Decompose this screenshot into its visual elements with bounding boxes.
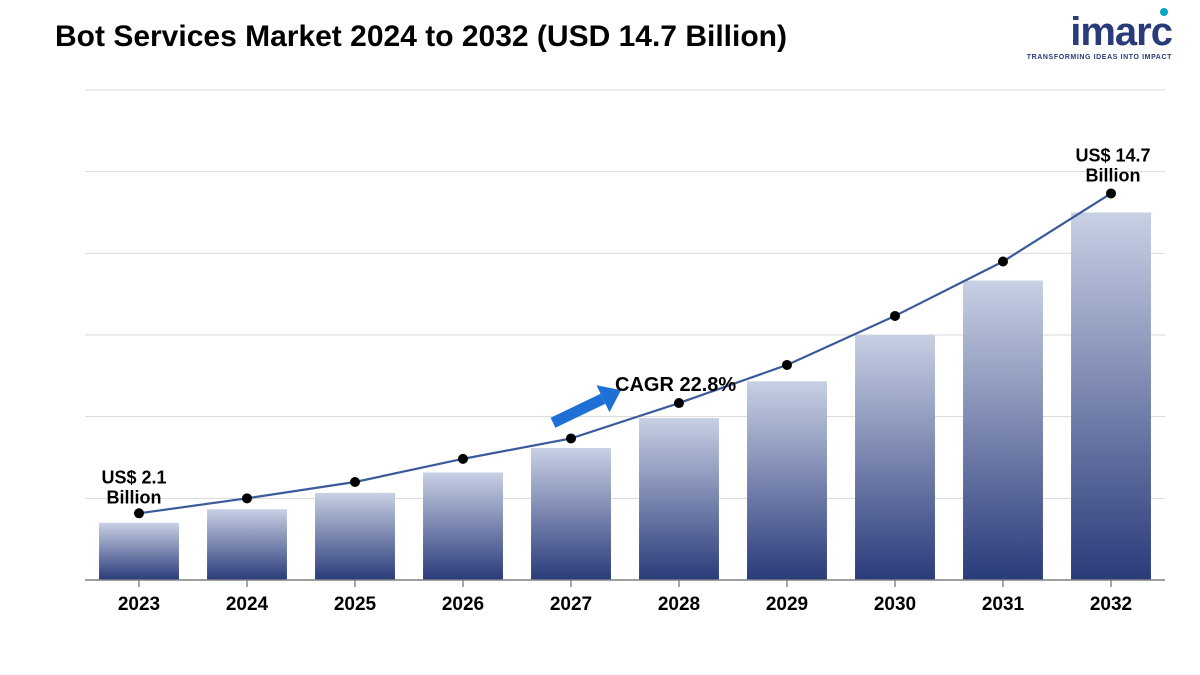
trend-marker (890, 311, 900, 321)
chart: 2023 2024 2025 2026 2027 2028 2029 2030 2031 2032… (55, 80, 1170, 640)
x-axis-label: 2029 (766, 594, 808, 615)
trend-marker (998, 257, 1008, 267)
trend-marker (350, 477, 360, 487)
trend-marker (674, 398, 684, 408)
x-axis-label: 2024 (226, 594, 269, 615)
bar (315, 493, 395, 580)
x-axis-label: 2028 (658, 594, 700, 615)
x-axis-label: 2030 (874, 594, 916, 615)
cagr-label: CAGR 22.8% (615, 374, 736, 396)
trend-marker (458, 454, 468, 464)
bar (855, 335, 935, 580)
end-value-label: Billion (1086, 165, 1141, 185)
chart-svg: 2023 2024 2025 2026 2027 2028 2029 2030 2031 2032… (55, 80, 1170, 640)
logo-tagline: TRANSFORMING IDEAS INTO IMPACT (1027, 54, 1172, 61)
trend-marker (242, 493, 252, 503)
x-axis-label: 2031 (982, 594, 1025, 615)
bar (639, 418, 719, 580)
bar (747, 381, 827, 580)
bar (423, 472, 503, 580)
trend-marker (1106, 188, 1116, 198)
bar (99, 523, 179, 580)
bar (207, 509, 287, 580)
bar (531, 448, 611, 580)
x-axis-label: 2025 (334, 594, 377, 615)
cagr-arrow-icon (553, 399, 603, 423)
start-value-label: Billion (107, 487, 162, 507)
end-value-label: US$ 14.7 (1075, 145, 1150, 165)
brand-logo: imarc TRANSFORMING IDEAS INTO IMPACT (1027, 12, 1172, 61)
trend-marker (782, 360, 792, 370)
x-axis-label: 2027 (550, 594, 592, 615)
trend-marker (134, 508, 144, 518)
chart-title: Bot Services Market 2024 to 2032 (USD 14… (55, 20, 787, 54)
bar (963, 281, 1043, 580)
trend-marker (566, 433, 576, 443)
start-value-label: US$ 2.1 (101, 467, 166, 487)
page: Bot Services Market 2024 to 2032 (USD 14… (0, 0, 1200, 675)
x-axis-label: 2023 (118, 594, 160, 615)
x-axis-label: 2026 (442, 594, 484, 615)
bar (1071, 213, 1151, 581)
logo-word: imarc (1027, 12, 1172, 52)
x-axis-label: 2032 (1090, 594, 1132, 615)
logo-dot-icon (1160, 8, 1168, 16)
